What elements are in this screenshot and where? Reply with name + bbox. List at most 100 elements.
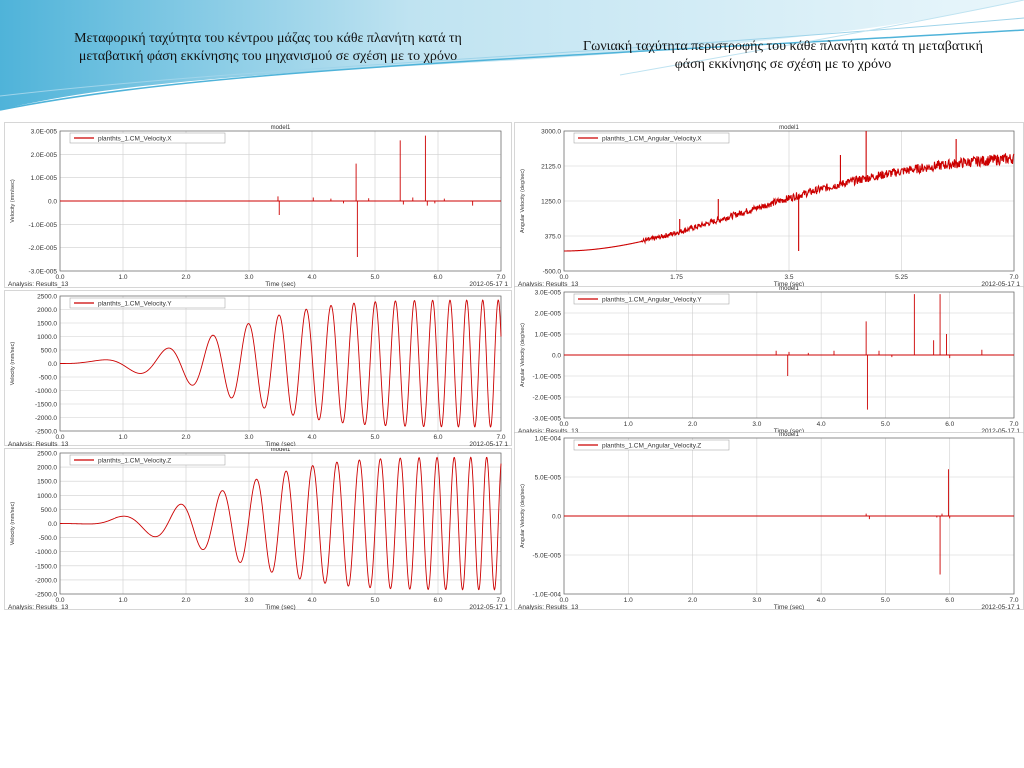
chart-velocity-x: 0.0 1.0 2.0 3.0 4.0 5.0 6.0 7.0 3.0E-005 2.0E-005… [4, 122, 512, 288]
y-tick-label: -2000.0 [35, 415, 57, 422]
y-tick-label: 1000.0 [37, 493, 57, 500]
y-tick-label: 3.0E-005 [31, 129, 58, 136]
y-tick-label: -1000.0 [35, 549, 57, 556]
y-tick-label: 0.0 [48, 199, 57, 206]
x-tick-label: 1.0 [624, 597, 633, 604]
y-tick-label: 375.0 [545, 234, 562, 241]
y-tick-label: -2000.0 [35, 577, 57, 584]
series-line [564, 294, 1014, 410]
series-line [60, 299, 502, 428]
y-axis-label: Angular Velocity (deg/sec) [520, 323, 526, 387]
x-tick-label: 3.0 [752, 421, 761, 428]
x-tick-label: 0.0 [559, 421, 568, 428]
x-tick-label: 3.0 [244, 434, 253, 441]
x-axis-label: Time (sec) [265, 604, 295, 610]
x-tick-label: 3.0 [244, 274, 253, 281]
y-tick-label: -500.0 [39, 535, 58, 542]
x-tick-label: 5.0 [881, 421, 890, 428]
y-tick-label: 3.0E-005 [535, 290, 562, 297]
y-tick-label: 0.0 [48, 521, 57, 528]
date-label: 2012-05-17 1 [981, 281, 1020, 288]
x-tick-label: 6.0 [433, 434, 442, 441]
x-tick-label: 0.0 [55, 274, 64, 281]
slide-title-left: Μεταφορική ταχύτητα του κέντρου μάζας το… [74, 31, 462, 64]
x-tick-label: 2.0 [688, 597, 697, 604]
analysis-label: Analysis: Results_13 [518, 428, 579, 434]
analysis-label: Analysis: Results_13 [518, 604, 579, 610]
y-tick-label: -1500.0 [35, 563, 57, 570]
y-tick-label: 1.0E-004 [535, 436, 562, 443]
slide-title-right: Γωνιακή ταχύτητα περιστροφής του κάθε πλ… [583, 39, 983, 72]
series-line [60, 135, 501, 257]
y-tick-label: 1000.0 [37, 334, 57, 341]
legend-label: planthts_1.CM_Velocity.Y [98, 301, 172, 308]
x-tick-label: 4.0 [817, 597, 826, 604]
x-tick-label: 0.0 [559, 274, 568, 281]
series-line [564, 131, 1015, 252]
x-tick-label: 5.25 [895, 274, 908, 281]
slide-background [0, 0, 1024, 111]
chart-top-label: model1 [779, 432, 799, 438]
x-tick-label: 1.75 [670, 274, 683, 281]
y-tick-label: 1.0E-005 [31, 175, 58, 182]
x-tick-label: 2.0 [181, 434, 190, 441]
y-tick-label: 0.0 [552, 353, 561, 360]
y-tick-label: -500.0 [543, 269, 562, 276]
x-tick-label: 1.0 [118, 274, 127, 281]
legend-label: planthts_1.CM_Velocity.X [98, 136, 172, 143]
x-axis-label: Time (sec) [265, 441, 295, 446]
x-tick-label: 4.0 [307, 597, 316, 604]
x-tick-label: 3.0 [752, 597, 761, 604]
x-axis-label: Time (sec) [774, 604, 804, 610]
y-tick-label: -2500.0 [35, 429, 57, 436]
x-tick-label: 4.0 [817, 421, 826, 428]
x-tick-label: 1.0 [624, 421, 633, 428]
y-tick-label: 1500.0 [37, 321, 57, 328]
chart-top-label: model1 [271, 125, 291, 131]
y-tick-label: 2125.0 [541, 164, 561, 171]
y-tick-label: 2000.0 [37, 307, 57, 314]
legend-box [573, 439, 730, 451]
x-tick-label: 6.0 [433, 274, 442, 281]
x-tick-label: 6.0 [945, 421, 954, 428]
date-label: 2012-05-17 1 [981, 604, 1020, 610]
x-tick-label: 6.0 [945, 597, 954, 604]
y-tick-label: 2.0E-005 [31, 152, 58, 159]
x-tick-label: 7.0 [496, 274, 505, 281]
y-tick-label: -5.0E-005 [532, 553, 561, 560]
chart-angular-velocity-y: 0.0 1.0 2.0 3.0 4.0 5.0 6.0 7.0 3.0E-005 2.0E-005… [514, 286, 1024, 434]
y-tick-label: -2.0E-005 [532, 395, 561, 402]
x-axis-label: Time (sec) [774, 281, 804, 288]
chart-top-label: model1 [271, 448, 291, 453]
y-tick-label: 0.0 [48, 361, 57, 368]
y-tick-label: -1500.0 [35, 402, 57, 409]
series-line [60, 456, 502, 591]
chart-frame [514, 286, 1024, 434]
chart-frame [4, 122, 512, 288]
analysis-label: Analysis: Results_13 [8, 604, 69, 610]
y-tick-label: -1.0E-004 [532, 592, 561, 599]
x-tick-label: 2.0 [688, 421, 697, 428]
legend-box [69, 297, 226, 309]
x-tick-label: 1.0 [118, 597, 127, 604]
x-tick-label: 7.0 [496, 434, 505, 441]
y-tick-label: 500.0 [41, 507, 58, 514]
chart-angular-velocity-z: 0.0 1.0 2.0 3.0 4.0 5.0 6.0 7.0 1.0E-004 5.0E-005… [514, 432, 1024, 610]
legend-box [573, 132, 730, 144]
y-axis-label: Velocity (mm/sec) [10, 342, 16, 386]
x-tick-label: 1.0 [118, 434, 127, 441]
x-tick-label: 4.0 [307, 434, 316, 441]
legend-box [69, 454, 226, 466]
chart-top-label: model1 [779, 125, 799, 131]
chart-top-label: model1 [779, 286, 799, 292]
x-tick-label: 6.0 [433, 597, 442, 604]
x-tick-label: 3.5 [784, 274, 793, 281]
y-tick-label: 2000.0 [37, 465, 57, 472]
series-line [564, 469, 1014, 575]
y-axis-label: Angular Velocity (deg/sec) [520, 169, 526, 233]
chart-velocity-z: 0.0 1.0 2.0 3.0 4.0 5.0 6.0 7.0 2500.0 2000.0 1500… [4, 448, 512, 610]
y-tick-label: -1.0E-005 [532, 374, 561, 381]
x-tick-label: 7.0 [1009, 274, 1018, 281]
x-axis-label: Time (sec) [774, 428, 804, 434]
x-tick-label: 0.0 [55, 597, 64, 604]
